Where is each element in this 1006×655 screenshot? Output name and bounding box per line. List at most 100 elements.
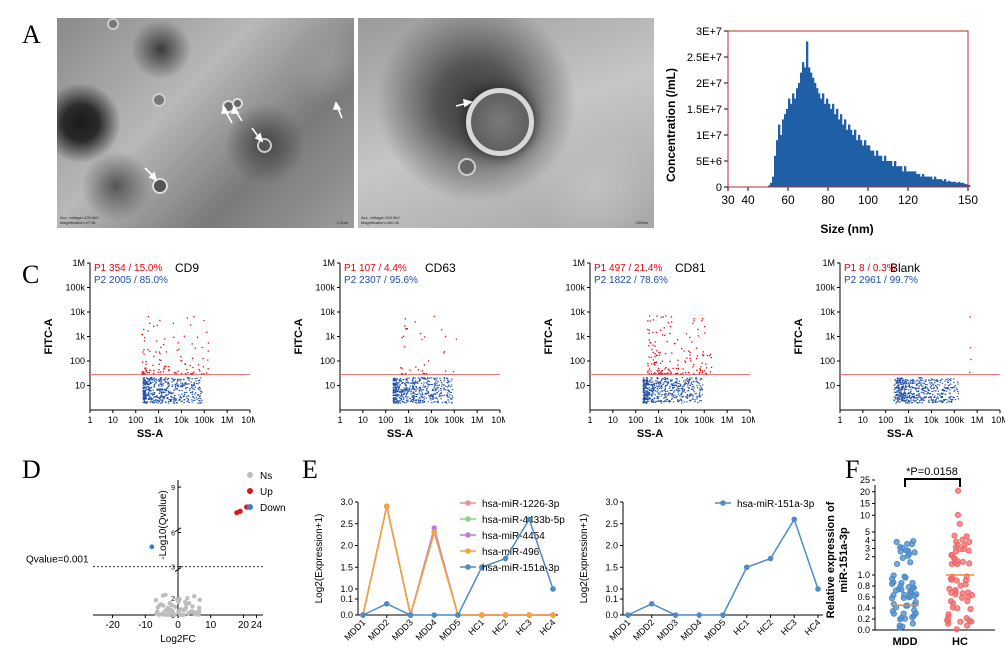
flow-p2-event: [178, 378, 181, 380]
flow-p2-event: [900, 387, 903, 389]
flow-p2-stat: P2 2307 / 95.6%: [344, 275, 418, 286]
flow-p2-event: [665, 396, 668, 398]
flow-p2-event: [399, 395, 402, 397]
flow-p2-event: [900, 392, 902, 394]
flow-p2-event: [406, 382, 408, 384]
flow-p1-event: [185, 373, 187, 375]
volcano-ns-point: [182, 606, 188, 612]
flow-p2-event: [144, 398, 146, 400]
flow-p1-event: [207, 342, 210, 344]
flow-p2-event: [643, 389, 645, 392]
flow-xtick-label: 10: [608, 415, 618, 425]
flow-p2-event: [151, 401, 154, 403]
flow-p2-event: [905, 383, 908, 385]
flow-p2-event: [656, 397, 659, 399]
flow-p1-event: [191, 373, 193, 375]
flow-p1-event: [143, 328, 145, 331]
flow-p2-event: [658, 400, 660, 402]
flow-p2-event: [935, 390, 937, 392]
flow-p2-event: [947, 386, 949, 389]
flow-p2-event: [410, 400, 413, 402]
flow-p2-event: [420, 389, 422, 391]
flow-p1-event: [180, 356, 182, 358]
flow-p2-event: [144, 384, 147, 386]
line-point: [625, 612, 631, 618]
flow-p2-event: [951, 396, 953, 398]
dot-ytick-label: 0.6: [857, 592, 870, 602]
flow-p2-event: [905, 385, 907, 387]
vesicle-arrows: [144, 101, 343, 182]
flow-p1-events: [141, 315, 210, 375]
line-point: [502, 555, 509, 562]
flow-p2-event: [698, 391, 701, 393]
flow-p2-event: [906, 379, 908, 381]
flow-p2-event: [152, 401, 155, 404]
volcano-ns-point: [197, 597, 203, 603]
flow-p2-event: [448, 384, 450, 386]
flow-p2-event: [148, 383, 151, 385]
flow-p2-event: [672, 401, 675, 403]
flow-p2-event: [671, 397, 673, 399]
flow-p1-event: [677, 339, 679, 341]
flow-p2-event: [688, 387, 690, 389]
flow-p2-event: [931, 400, 933, 402]
flow-p2-event: [174, 386, 177, 388]
flow-p2-event: [156, 396, 158, 399]
flow-p2-event: [909, 400, 911, 402]
flow-xtick-label: 1: [587, 415, 592, 425]
flow-p2-event: [649, 381, 651, 383]
nta-bar: [934, 176, 937, 187]
flow-p2-event: [948, 378, 951, 380]
nta-bar: [856, 140, 859, 187]
flow-p2-event: [689, 394, 692, 397]
flow-p2-event: [646, 394, 648, 396]
flow-p2-event: [434, 397, 437, 399]
flow-p2-event: [430, 384, 433, 386]
flow-p1-event: [701, 370, 704, 372]
volcano-ns-point: [196, 605, 202, 610]
flow-p1-event: [165, 365, 167, 367]
flow-p2-event: [448, 385, 450, 387]
flow-p2-event: [646, 397, 648, 399]
flow-p2-event: [400, 392, 403, 394]
flow-p1-event: [145, 369, 147, 371]
flow-p2-event: [395, 384, 397, 386]
flow-p2-event: [422, 397, 424, 399]
flow-p2-event: [651, 401, 653, 403]
flow-ytick-label: 100k: [65, 283, 85, 293]
flow-p2-event: [944, 393, 946, 395]
dot-point: [966, 560, 973, 567]
volcano-legend-marker: [247, 504, 253, 510]
flow-p2-event: [441, 394, 443, 396]
flow-p2-event: [663, 394, 666, 396]
flow-p2-event: [168, 377, 170, 379]
flow-xlabel: SS-A: [887, 428, 913, 440]
flow-p2-event: [448, 391, 450, 393]
flow-p2-event: [146, 381, 148, 383]
flow-p2-event: [938, 393, 940, 395]
flow-p2-event: [899, 380, 902, 382]
flow-p2-event: [150, 390, 152, 392]
nta-bar: [776, 140, 779, 187]
flow-p2-event: [912, 380, 914, 382]
flow-p2-event: [656, 395, 658, 398]
flow-p2-event: [939, 379, 942, 381]
flow-p2-event: [413, 388, 415, 390]
flow-p2-event: [900, 377, 903, 380]
flow-p2-event: [396, 382, 399, 384]
flow-ytick-label: 10k: [70, 307, 85, 317]
flow-p2-event: [186, 391, 188, 393]
dot-ytick-label: 0.0: [857, 625, 870, 635]
flow-p2-event: [648, 386, 651, 389]
flow-p2-event: [694, 399, 697, 401]
flow-p2-event: [941, 378, 943, 380]
flow-p2-event: [191, 390, 194, 392]
dot-ytick-label: 10: [860, 510, 870, 520]
flow-p2-event: [405, 393, 408, 395]
flow-p2-event: [896, 379, 899, 381]
flow-p2-event: [643, 396, 645, 398]
flow-p2-event: [903, 382, 905, 384]
flow-p1-event: [650, 341, 652, 344]
nta-bar: [782, 119, 785, 187]
line-xtick-label: MDD2: [631, 617, 656, 642]
